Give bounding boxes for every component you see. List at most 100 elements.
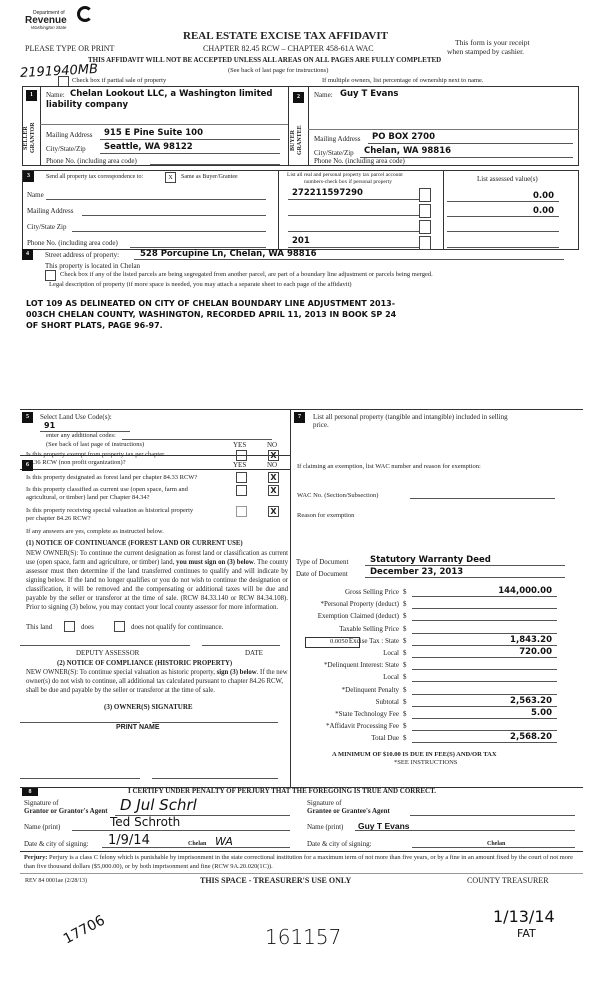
question-historic-1: Is this property receiving special valua… (26, 507, 194, 514)
yes-header-5: YES (233, 441, 247, 449)
assessed-2[interactable]: 0.00 (533, 206, 554, 216)
section-2-badge: 2 (293, 92, 304, 103)
buyer-name[interactable]: Guy T Evans (340, 89, 399, 99)
buyer-mailing-label: Mailing Address (314, 135, 361, 143)
does-qualify-checkbox[interactable] (64, 621, 75, 632)
doc-type[interactable]: Statutory Warranty Deed (370, 555, 491, 565)
does-label: does (81, 623, 94, 631)
forest-yes-checkbox[interactable] (236, 472, 247, 483)
grantor-date[interactable]: 1/9/14 (108, 833, 150, 848)
buyer-city[interactable]: Chelan, WA 98816 (364, 146, 452, 156)
legal-line-3: OF SHORT PLATS, PAGE 96-97. (26, 321, 163, 330)
grantee-date-label: Date & city of signing: (307, 840, 372, 848)
currency-sign: $ (403, 661, 407, 670)
fee-line (412, 657, 557, 658)
dor-logo: Department of Revenue Washington State (25, 6, 93, 30)
grantor-sig-of: Signature of (24, 799, 59, 807)
seller-city[interactable]: Seattle, WA 98122 (104, 142, 193, 152)
grantor-state[interactable]: WA (215, 835, 233, 848)
grantee-name[interactable]: Guy T Evans (358, 821, 410, 831)
currency-sign: $ (403, 673, 407, 682)
fee-label: *State Technology Fee (335, 710, 399, 718)
grantor-signature[interactable]: D Jul Schrl (120, 796, 197, 814)
currency-sign: $ (403, 588, 407, 596)
exempt-no-checkbox[interactable]: X (268, 450, 279, 461)
corr-name-label: Name (27, 191, 44, 199)
seller-name[interactable]: Chelan Lookout LLC, a Washington limited (70, 89, 273, 99)
treasurer-use: THIS SPACE - TREASURER'S USE ONLY (200, 876, 352, 885)
parcel-header-1: List all real and personal property tax … (287, 172, 403, 178)
fee-label: Exemption Claimed (deduct) (317, 612, 399, 621)
section-4-badge: 4 (22, 249, 33, 260)
section-7-badge: 7 (294, 412, 305, 423)
multiple-owners-note: If multiple owners, list percentage of o… (322, 77, 484, 84)
rev-number: REV 84 0001ae (2/28/13) (25, 878, 88, 884)
fee-value[interactable]: 720.00 (519, 647, 552, 657)
personal-property-checkbox-2[interactable] (419, 204, 431, 218)
parcel-4[interactable]: 201 (292, 236, 310, 246)
fee-value[interactable]: 1,843.20 (510, 634, 552, 645)
parcel-1[interactable]: 272211597290 (292, 188, 363, 198)
receipt-line1: This form is your receipt (455, 38, 530, 47)
currency-sign: $ (403, 600, 407, 609)
currency-sign: $ (403, 722, 407, 731)
fee-label: *Personal Property (deduct) (320, 600, 399, 609)
question-current-use-1: Is this property classified as current u… (26, 486, 188, 493)
seller-phone-label: Phone No. (including area code) (46, 157, 137, 165)
seller-name-2[interactable]: liability company (46, 100, 129, 110)
no-header-5: NO (267, 441, 278, 449)
same-as-buyer-checkbox[interactable]: X (165, 172, 176, 183)
fee-label: Local (383, 649, 399, 657)
grantee-agent-label: Grantee or Grantee's Agent (307, 807, 390, 815)
local-rate: 0.0050 (330, 638, 348, 645)
seller-mailing[interactable]: 915 E Pine Suite 100 (104, 128, 204, 138)
located-in: This property is located in Chelan (45, 262, 141, 270)
fee-line (412, 730, 557, 732)
current-use-no-checkbox[interactable]: X (268, 485, 279, 496)
fee-value[interactable]: 5.00 (531, 708, 552, 718)
notice-compliance-title: (2) NOTICE OF COMPLIANCE (HISTORIC PROPE… (57, 660, 233, 667)
assessed-1[interactable]: 0.00 (533, 191, 554, 201)
forest-no-checkbox[interactable]: X (268, 472, 279, 483)
fee-value[interactable]: 2,568.20 (510, 732, 552, 743)
date-label: DATE (245, 649, 263, 657)
owner-signature-label: (3) OWNER(S) SIGNATURE (104, 703, 193, 711)
logo-dept: Department of (33, 10, 65, 16)
fee-value[interactable]: 144,000.00 (498, 586, 552, 596)
fee-label: *Affidavit Processing Fee (326, 722, 399, 731)
personal-property-checkbox-1[interactable] (419, 188, 431, 202)
handwritten-note-3: 1/13/14 (493, 907, 555, 926)
section-1-badge: 1 (26, 90, 37, 101)
exempt-yes-checkbox[interactable] (236, 450, 247, 461)
send-correspondence-label: Send all property tax correspondence to: (46, 174, 144, 180)
handwritten-note-4: FAT (517, 927, 536, 940)
currency-sign: $ (403, 612, 407, 621)
land-use-label: Select Land Use Code(s): (40, 413, 112, 421)
fee-label: Excise Tax : State (348, 636, 399, 645)
segregated-checkbox[interactable] (45, 270, 56, 281)
segregated-label: Check box if any of the listed parcels a… (60, 271, 433, 278)
street-address[interactable]: 528 Porcupine Ln, Chelan, WA 98816 (140, 249, 317, 259)
fee-line (412, 596, 557, 597)
historic-no-checkbox[interactable]: X (268, 506, 279, 517)
historic-yes-checkbox[interactable] (236, 506, 247, 517)
buyer-mailing[interactable]: PO BOX 2700 (372, 132, 435, 142)
personal-property-checkbox-4[interactable] (419, 236, 431, 250)
land-use-code[interactable]: 91 (44, 421, 56, 430)
current-use-yes-checkbox[interactable] (236, 485, 247, 496)
currency-sign: $ (403, 734, 407, 743)
doc-date[interactable]: December 23, 2013 (370, 567, 464, 577)
does-not-qualify-checkbox[interactable] (114, 621, 125, 632)
exempt-question-1: Is this property exempt from property ta… (26, 451, 165, 458)
fee-line (412, 620, 557, 622)
grantor-name[interactable]: Ted Schroth (110, 815, 181, 829)
legal-line-1: LOT 109 AS DELINEATED ON CITY OF CHELAN … (26, 299, 396, 308)
notice-continuance-title: (1) NOTICE OF CONTINUANCE (FOREST LAND O… (26, 540, 243, 547)
fee-value[interactable]: 2,563.20 (510, 695, 552, 706)
seller-mailing-label: Mailing Address (46, 131, 93, 139)
see-back: (See back of last page for instructions) (228, 67, 329, 74)
personal-property-checkbox-3[interactable] (419, 220, 431, 234)
fee-label: Subtotal (375, 697, 399, 706)
section-3-badge: 3 (23, 171, 34, 182)
